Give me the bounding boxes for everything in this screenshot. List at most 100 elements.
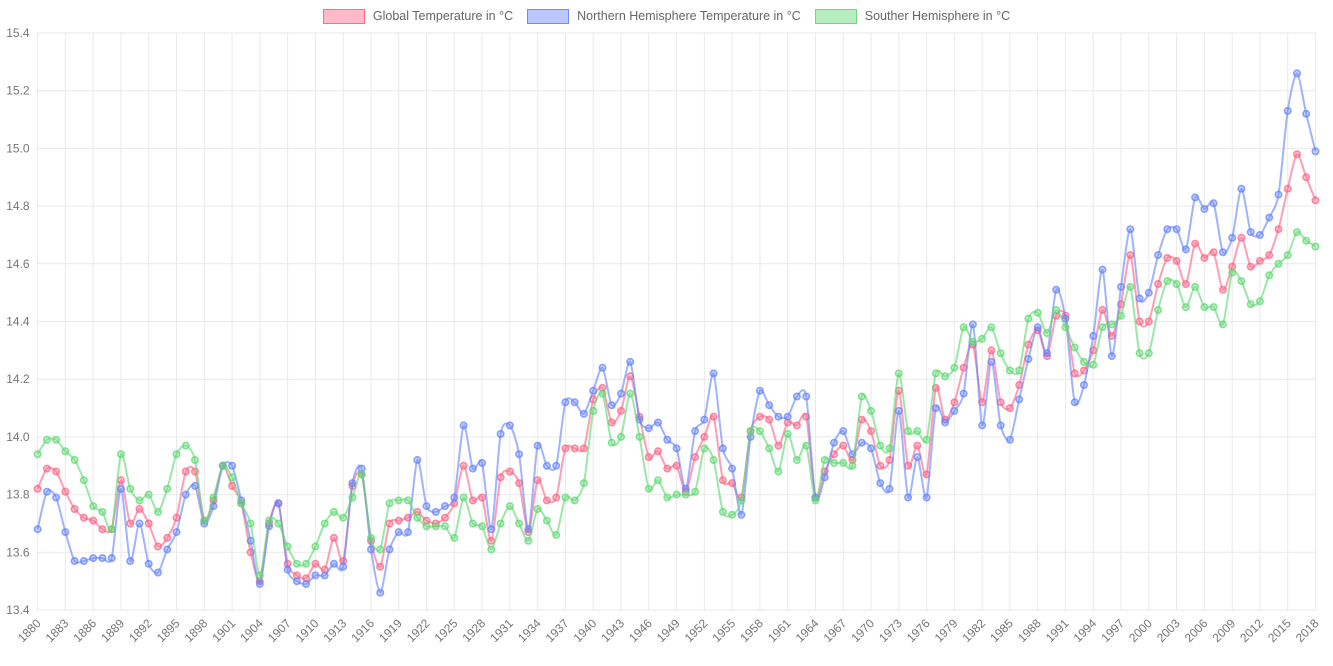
data-point-south-1972[interactable]	[885, 444, 894, 453]
data-point-global-2002[interactable]	[1163, 254, 1172, 263]
data-point-north-1919[interactable]	[394, 528, 403, 537]
data-point-global-1930[interactable]	[496, 473, 505, 482]
data-point-global-1934[interactable]	[533, 476, 542, 485]
data-point-global-2015[interactable]	[1283, 184, 1292, 193]
data-point-north-1888[interactable]	[107, 554, 116, 563]
data-point-north-1979[interactable]	[950, 406, 959, 415]
data-point-south-1987[interactable]	[1024, 314, 1033, 323]
legend-item-global[interactable]: Global Temperature in °C	[322, 8, 513, 24]
data-point-north-2011[interactable]	[1246, 228, 1255, 237]
data-point-south-1894[interactable]	[163, 484, 172, 493]
data-point-north-1966[interactable]	[829, 438, 838, 447]
data-point-south-1992[interactable]	[1070, 343, 1079, 352]
data-point-north-1959[interactable]	[765, 401, 774, 410]
data-point-north-2005[interactable]	[1191, 193, 1200, 202]
data-point-south-1956[interactable]	[737, 496, 746, 505]
data-point-south-2017[interactable]	[1302, 236, 1311, 245]
data-point-north-1942[interactable]	[607, 401, 616, 410]
data-point-north-1897[interactable]	[191, 481, 200, 490]
data-point-global-1918[interactable]	[385, 519, 394, 528]
data-point-north-2010[interactable]	[1237, 184, 1246, 193]
data-point-south-1964[interactable]	[811, 496, 820, 505]
data-point-south-1942[interactable]	[607, 438, 616, 447]
data-point-south-1880[interactable]	[33, 450, 42, 459]
data-point-global-1926[interactable]	[459, 461, 468, 470]
data-point-north-1892[interactable]	[144, 559, 153, 568]
data-point-south-1997[interactable]	[1117, 311, 1126, 320]
data-point-south-1953[interactable]	[709, 455, 718, 464]
data-point-global-2016[interactable]	[1293, 150, 1302, 159]
data-point-south-1912[interactable]	[329, 507, 338, 516]
data-point-north-1949[interactable]	[672, 444, 681, 453]
data-point-south-1927[interactable]	[468, 519, 477, 528]
data-point-global-1919[interactable]	[394, 516, 403, 525]
data-point-global-2014[interactable]	[1274, 225, 1283, 234]
data-point-north-1913[interactable]	[339, 562, 348, 571]
data-point-north-1918[interactable]	[385, 545, 394, 554]
data-point-south-1990[interactable]	[1052, 305, 1061, 314]
data-point-global-1995[interactable]	[1098, 305, 1107, 314]
data-point-north-1993[interactable]	[1080, 380, 1089, 389]
data-point-south-1916[interactable]	[366, 533, 375, 542]
data-point-south-2007[interactable]	[1209, 303, 1218, 312]
data-point-global-1886[interactable]	[89, 516, 98, 525]
data-point-global-2007[interactable]	[1209, 248, 1218, 257]
data-point-north-1962[interactable]	[792, 392, 801, 401]
data-point-global-2010[interactable]	[1237, 233, 1246, 242]
data-point-global-2000[interactable]	[1144, 317, 1153, 326]
data-point-south-2012[interactable]	[1255, 297, 1264, 306]
data-point-south-1889[interactable]	[116, 450, 125, 459]
legend-item-south[interactable]: Souther Hemisphere in °C	[814, 8, 1010, 24]
data-point-north-1944[interactable]	[626, 357, 635, 366]
data-point-north-1951[interactable]	[691, 427, 700, 436]
data-point-south-1898[interactable]	[200, 516, 209, 525]
data-point-global-1894[interactable]	[163, 533, 172, 542]
data-point-north-1982[interactable]	[978, 421, 987, 430]
data-point-north-1922[interactable]	[422, 502, 431, 511]
data-point-south-1974[interactable]	[904, 427, 913, 436]
data-point-south-2000[interactable]	[1144, 349, 1153, 358]
data-point-south-1929[interactable]	[487, 545, 496, 554]
data-point-north-1989[interactable]	[1043, 349, 1052, 358]
data-point-north-2001[interactable]	[1154, 251, 1163, 260]
data-point-south-1896[interactable]	[181, 441, 190, 450]
data-point-north-1939[interactable]	[579, 409, 588, 418]
data-point-south-1985[interactable]	[1005, 366, 1014, 375]
data-point-north-2006[interactable]	[1200, 205, 1209, 214]
data-point-south-1906[interactable]	[274, 519, 283, 528]
data-point-north-1883[interactable]	[61, 528, 70, 537]
data-point-global-2003[interactable]	[1172, 256, 1181, 265]
data-point-north-2017[interactable]	[1302, 109, 1311, 118]
data-point-global-1890[interactable]	[126, 519, 135, 528]
data-point-north-1988[interactable]	[1033, 323, 1042, 332]
data-point-north-1912[interactable]	[329, 559, 338, 568]
data-point-south-1887[interactable]	[98, 507, 107, 516]
data-point-north-1948[interactable]	[663, 435, 672, 444]
data-point-south-1998[interactable]	[1126, 282, 1135, 291]
data-point-north-1941[interactable]	[598, 363, 607, 372]
data-point-global-1917[interactable]	[376, 562, 385, 571]
data-point-south-1908[interactable]	[292, 559, 301, 568]
data-point-south-1918[interactable]	[385, 499, 394, 508]
data-point-north-2000[interactable]	[1144, 288, 1153, 297]
data-point-south-1934[interactable]	[533, 504, 542, 513]
data-point-north-1884[interactable]	[70, 556, 79, 565]
data-point-south-1915[interactable]	[357, 470, 366, 479]
data-point-global-1882[interactable]	[52, 467, 61, 476]
data-point-global-2012[interactable]	[1255, 256, 1264, 265]
data-point-global-1938[interactable]	[570, 444, 579, 453]
data-point-south-1938[interactable]	[570, 496, 579, 505]
data-point-south-1939[interactable]	[579, 479, 588, 488]
data-point-south-2001[interactable]	[1154, 305, 1163, 314]
data-point-south-1936[interactable]	[552, 530, 561, 539]
data-point-north-1985[interactable]	[1005, 435, 1014, 444]
data-point-north-2015[interactable]	[1283, 106, 1292, 115]
data-point-south-1903[interactable]	[246, 519, 255, 528]
data-point-south-1892[interactable]	[144, 490, 153, 499]
data-point-north-1891[interactable]	[135, 519, 144, 528]
data-point-south-1969[interactable]	[857, 392, 866, 401]
data-point-north-1880[interactable]	[33, 525, 42, 534]
data-point-south-1893[interactable]	[154, 507, 163, 516]
data-point-south-1988[interactable]	[1033, 308, 1042, 317]
data-point-north-1894[interactable]	[163, 545, 172, 554]
